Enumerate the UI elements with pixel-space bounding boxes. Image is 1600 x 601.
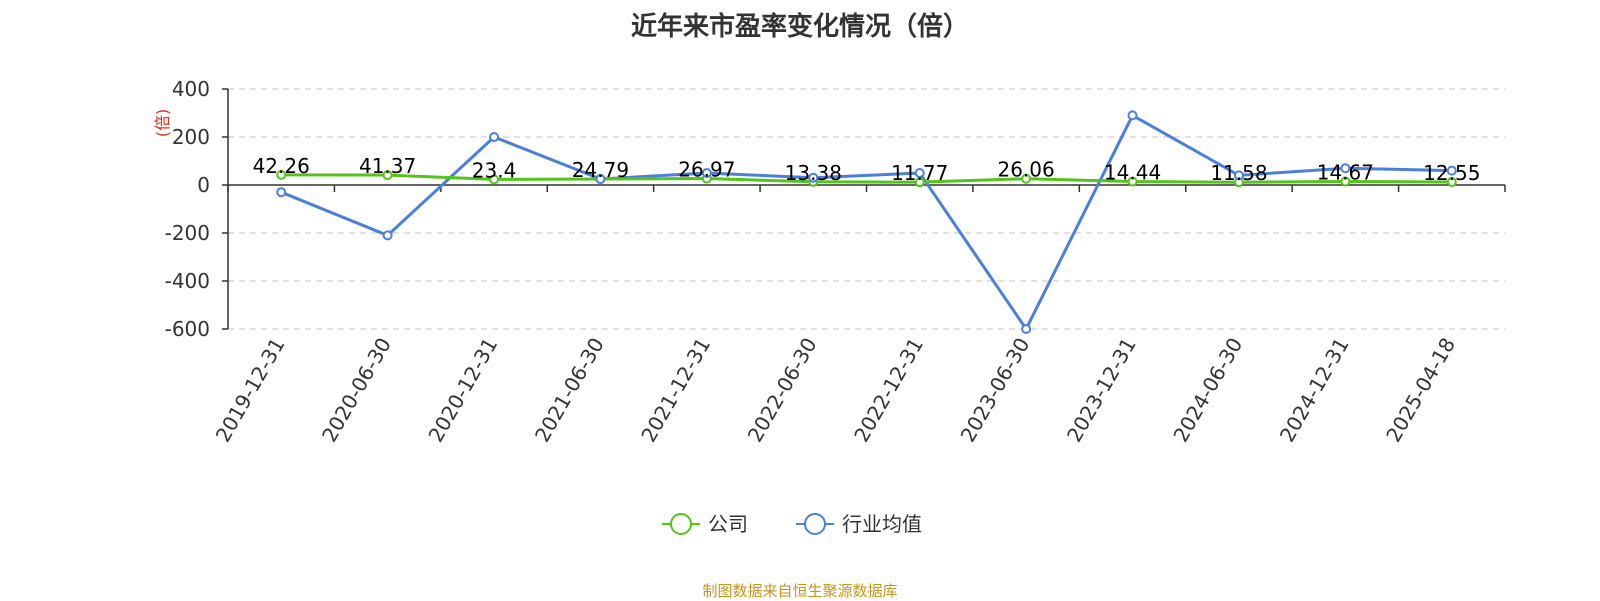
data-point bbox=[1021, 324, 1032, 334]
legend-label: 行业均值 bbox=[842, 512, 922, 536]
data-label: 42.26 bbox=[253, 154, 310, 178]
x-tick-label: 2019-12-31 bbox=[211, 334, 290, 447]
y-tick-label: 200 bbox=[172, 125, 210, 149]
legend-marker-icon bbox=[670, 513, 692, 535]
data-label: 13.38 bbox=[785, 161, 842, 185]
x-tick-label: 2020-06-30 bbox=[317, 334, 396, 447]
data-point bbox=[701, 168, 712, 178]
legend-marker-icon bbox=[804, 513, 826, 535]
x-tick-label: 2022-12-31 bbox=[849, 333, 928, 446]
x-tick-label: 2020-12-31 bbox=[423, 333, 502, 446]
data-label: 11.58 bbox=[1210, 161, 1267, 185]
y-tick-label: -600 bbox=[165, 317, 210, 341]
x-tick-label: 2021-06-30 bbox=[530, 334, 609, 447]
data-label: 12.55 bbox=[1423, 161, 1480, 185]
x-tick-label: 2022-06-30 bbox=[743, 334, 822, 447]
data-point bbox=[914, 168, 925, 178]
data-label: 26.06 bbox=[997, 158, 1054, 182]
data-point bbox=[489, 132, 500, 142]
data-point bbox=[276, 187, 287, 198]
data-point bbox=[808, 172, 819, 183]
data-label: 41.37 bbox=[359, 154, 416, 178]
data-point bbox=[276, 169, 287, 180]
data-point bbox=[1446, 176, 1457, 187]
x-tick-label: 2025-04-18 bbox=[1381, 334, 1460, 447]
y-tick-label: -200 bbox=[165, 221, 210, 245]
data-point bbox=[1127, 110, 1138, 121]
legend-label: 公司 bbox=[708, 512, 748, 536]
chart-title: 近年来市盈率变化情况（倍） bbox=[630, 12, 969, 42]
data-label: 26.97 bbox=[678, 158, 735, 182]
y-tick-label: -400 bbox=[165, 269, 210, 293]
data-point bbox=[1233, 170, 1244, 181]
data-point bbox=[382, 230, 393, 241]
data-point bbox=[1021, 173, 1032, 184]
data-source-note: 制图数据来自恒生聚源数据库 bbox=[702, 582, 898, 600]
x-tick-label: 2023-06-30 bbox=[956, 334, 1035, 447]
data-point bbox=[1127, 176, 1138, 187]
data-label: 23.4 bbox=[472, 158, 517, 182]
data-label: 11.77 bbox=[891, 161, 948, 185]
series-line bbox=[280, 113, 1452, 332]
y-tick-label: 0 bbox=[197, 173, 210, 197]
data-point bbox=[382, 170, 393, 181]
data-point bbox=[595, 174, 606, 184]
data-point bbox=[914, 177, 925, 188]
data-label: 14.67 bbox=[1317, 160, 1374, 184]
data-label: 24.79 bbox=[572, 158, 629, 182]
data-point bbox=[1340, 163, 1351, 174]
data-point bbox=[489, 174, 500, 185]
y-tick-label: 400 bbox=[172, 77, 210, 101]
x-tick-label: 2021-12-31 bbox=[636, 334, 715, 447]
x-tick-label: 2024-06-30 bbox=[1168, 334, 1247, 447]
series-line bbox=[281, 173, 1452, 184]
y-axis-title: (倍) bbox=[153, 109, 172, 138]
data-point bbox=[1340, 176, 1351, 187]
data-label: 14.44 bbox=[1104, 161, 1161, 185]
x-tick-label: 2024-12-31 bbox=[1275, 334, 1354, 447]
data-point bbox=[1446, 165, 1457, 176]
x-tick-label: 2023-12-31 bbox=[1062, 334, 1141, 447]
